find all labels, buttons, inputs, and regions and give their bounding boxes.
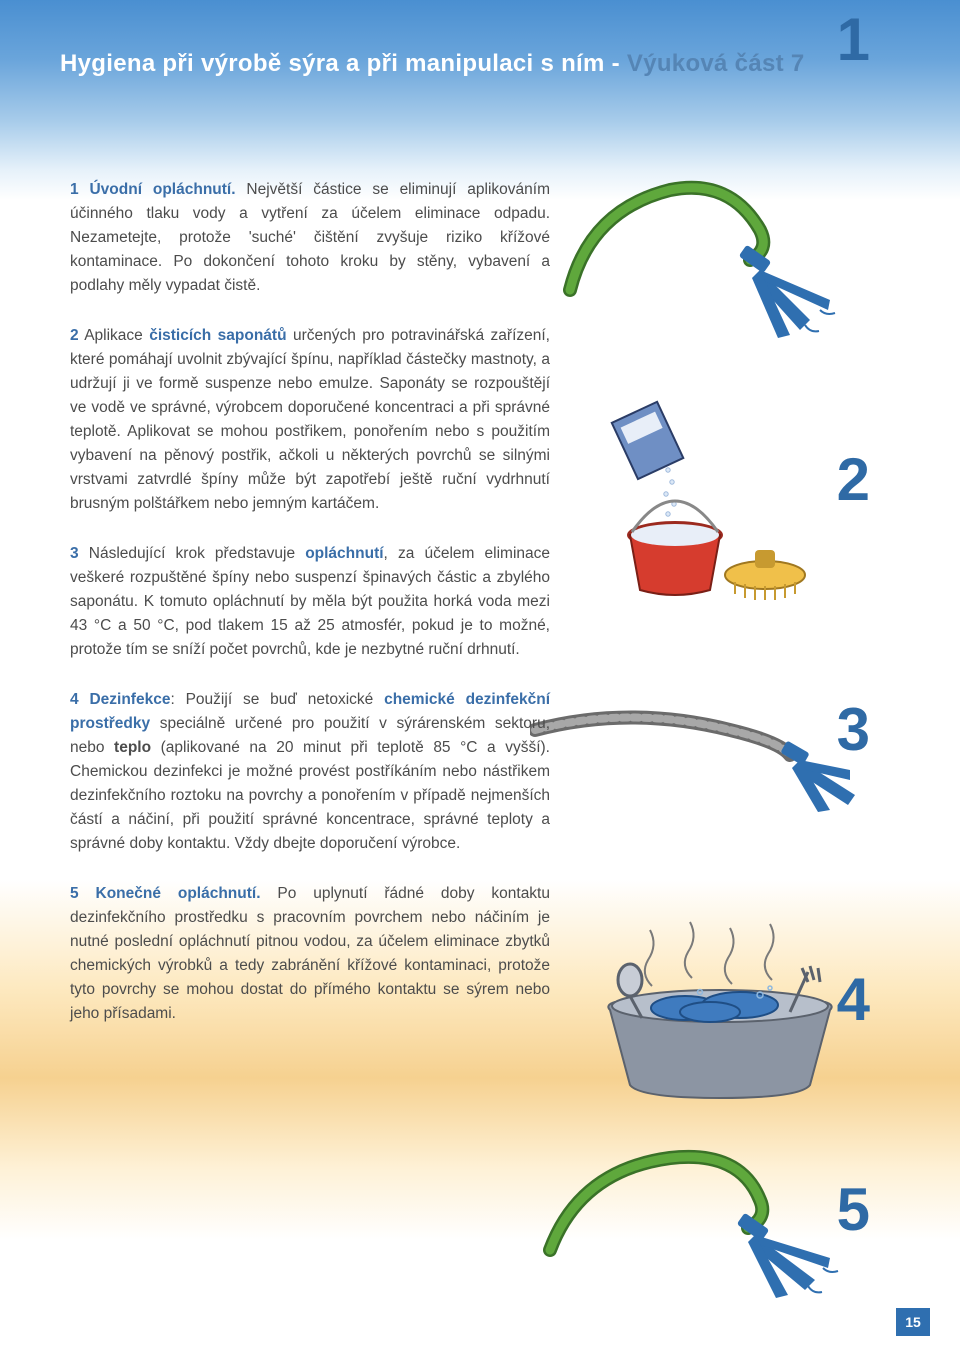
step-mid1: : Použijí se buď netoxické: [170, 691, 384, 708]
step-lead: Následující krok představuje: [89, 545, 305, 562]
step-4: 4 Dezinfekce: Použijí se buď netoxické c…: [70, 688, 890, 856]
step-term: čisticích saponátů: [149, 327, 286, 344]
step-1: 1 Úvodní opláchnutí. Největší částice se…: [70, 178, 890, 298]
page-title: Hygiena při výrobě sýra a při manipulaci…: [60, 50, 900, 78]
page-header: Hygiena při výrobě sýra a při manipulaci…: [0, 0, 960, 78]
title-sub: Výuková část 7: [627, 50, 805, 77]
side-number-5: 5: [837, 1180, 870, 1240]
step-num: 3: [70, 545, 79, 562]
title-main: Hygiena při výrobě sýra a při manipulaci…: [60, 50, 627, 77]
step-body: Po uplynutí řádné doby kontaktu dezinfek…: [70, 885, 550, 1022]
step-2: 2 Aplikace čisticích saponátů určených p…: [70, 324, 890, 516]
illustration-hose-2: [540, 1140, 840, 1300]
step-body: určených pro potravinářská zařízení, kte…: [70, 327, 550, 512]
step-num: 5: [70, 885, 79, 902]
page-number: 15: [896, 1308, 930, 1336]
step-term: opláchnutí: [305, 545, 383, 562]
step-num: 4: [70, 691, 79, 708]
step-3-text: 3 Následující krok představuje opláchnut…: [70, 542, 550, 662]
step-2-text: 2 Aplikace čisticích saponátů určených p…: [70, 324, 550, 516]
step-4-text: 4 Dezinfekce: Použijí se buď netoxické c…: [70, 688, 550, 856]
step-term: Dezinfekce: [89, 691, 170, 708]
step-lead: Aplikace: [84, 327, 149, 344]
step-bold: teplo: [114, 739, 151, 756]
step-num: 2: [70, 327, 79, 344]
step-1-text: 1 Úvodní opláchnutí. Největší částice se…: [70, 178, 550, 298]
page-number-value: 15: [905, 1314, 921, 1330]
step-term: Konečné opláchnutí.: [96, 885, 261, 902]
step-5-text: 5 Konečné opláchnutí. Po uplynutí řádné …: [70, 882, 550, 1026]
step-5: 5 Konečné opláchnutí. Po uplynutí řádné …: [70, 882, 890, 1026]
content-column: 1 Úvodní opláchnutí. Největší částice se…: [0, 78, 960, 1026]
step-num: 1: [70, 181, 79, 198]
step-3: 3 Následující krok představuje opláchnut…: [70, 542, 890, 662]
step-term: Úvodní opláchnutí.: [89, 181, 235, 198]
